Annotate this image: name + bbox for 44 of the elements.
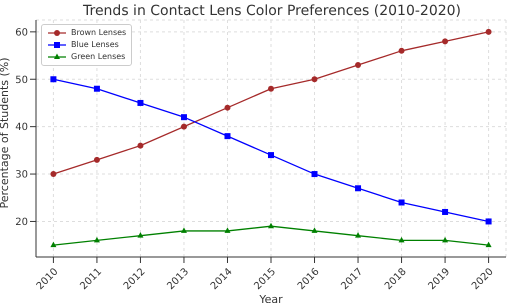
point bbox=[180, 114, 187, 120]
point bbox=[224, 104, 230, 111]
point bbox=[312, 227, 318, 233]
point bbox=[268, 222, 274, 228]
point bbox=[355, 62, 362, 68]
point bbox=[137, 100, 144, 106]
y-tick-label: 20 bbox=[15, 217, 28, 228]
point bbox=[224, 227, 230, 233]
point bbox=[355, 185, 362, 192]
point bbox=[268, 86, 274, 92]
point bbox=[486, 242, 492, 248]
point bbox=[398, 236, 405, 242]
y-axis-title: Percentage of Students (%) bbox=[0, 57, 11, 208]
y-tick-label: 60 bbox=[15, 27, 28, 38]
point bbox=[312, 76, 318, 82]
chart-title: Trends in Contact Lens Color Preferences (2010-2020) bbox=[82, 3, 462, 19]
point bbox=[50, 171, 56, 178]
point bbox=[355, 232, 362, 238]
point bbox=[442, 38, 448, 44]
point bbox=[268, 152, 274, 158]
point bbox=[50, 76, 56, 82]
point bbox=[442, 236, 448, 242]
point bbox=[180, 124, 187, 130]
legend-label: Green Lenses bbox=[71, 51, 126, 63]
point bbox=[398, 48, 405, 54]
legend-label: Blue Lenses bbox=[71, 39, 119, 51]
point bbox=[442, 208, 448, 215]
x-axis-title: Year bbox=[258, 293, 284, 303]
point bbox=[50, 242, 56, 248]
point bbox=[94, 156, 100, 163]
point bbox=[486, 28, 492, 35]
point bbox=[137, 142, 144, 149]
point bbox=[137, 232, 144, 238]
point bbox=[486, 218, 492, 224]
y-tick-label: 40 bbox=[15, 122, 28, 134]
point bbox=[312, 171, 318, 178]
point bbox=[94, 86, 100, 92]
y-tick-label: 50 bbox=[15, 74, 28, 86]
point bbox=[224, 133, 230, 140]
legend-label: Brown Lenses bbox=[71, 27, 126, 39]
point bbox=[180, 227, 187, 233]
point bbox=[398, 199, 405, 206]
y-tick-label: 30 bbox=[15, 170, 28, 181]
point bbox=[94, 236, 100, 242]
